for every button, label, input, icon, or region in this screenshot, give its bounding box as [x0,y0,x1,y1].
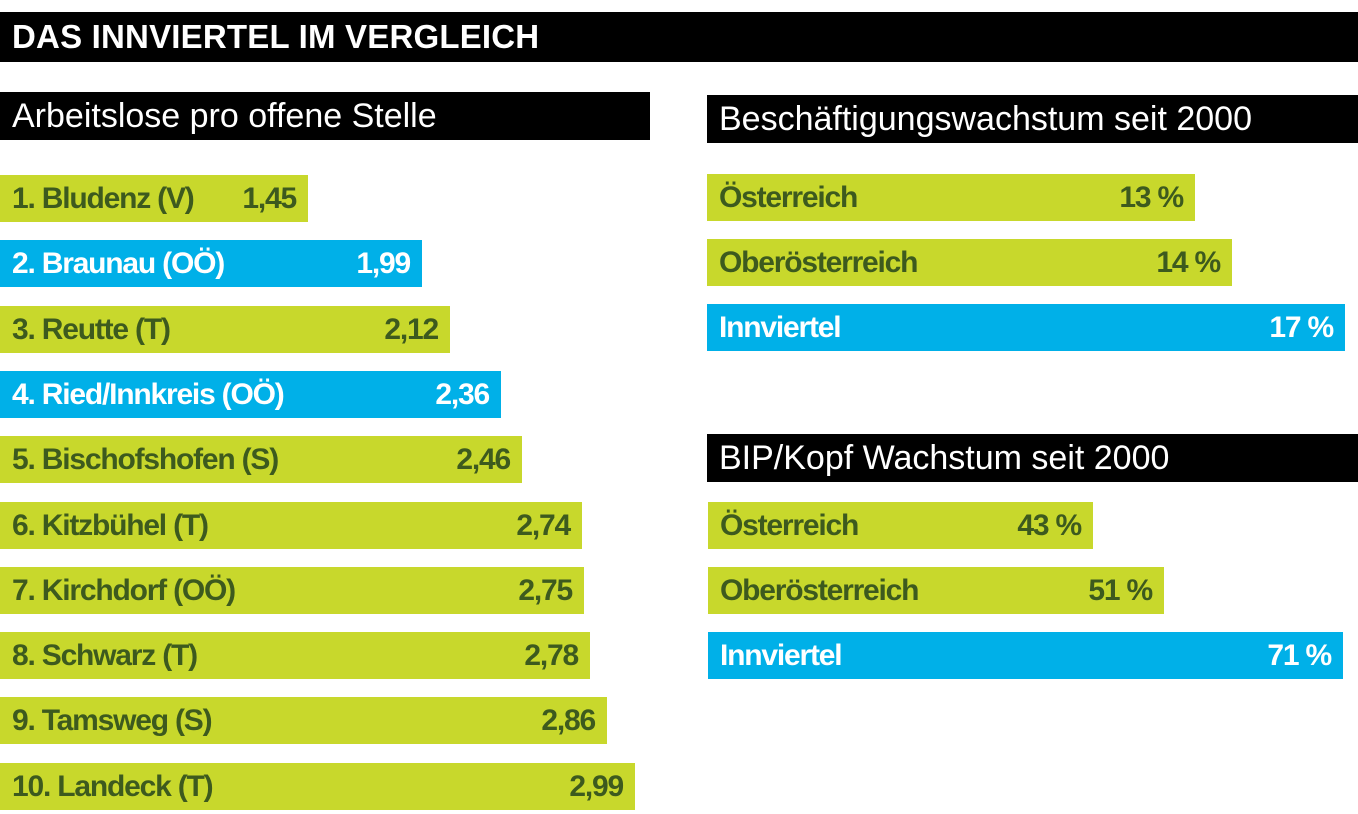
bar-label: 5. Bischofshofen (S) [12,443,279,476]
bar-label: Innviertel [719,311,842,344]
bar-value-label: 17 % [1269,311,1334,344]
chart-title-gdp-growth: BIP/Kopf Wachstum seit 2000 [707,434,1358,482]
bar-value-label: 14 % [1156,246,1221,279]
bar-label: 10. Landeck (T) [12,770,214,803]
bar-label: Österreich [719,181,858,214]
bar-2-0: Österreich 43 % [708,502,1093,549]
bar-0-4: 5. Bischofshofen (S) 2,46 [0,436,522,483]
bar-value-label: 2,78 [524,639,579,672]
bar-1-1: Oberösterreich 14 % [707,239,1232,286]
bar-0-6: 7. Kirchdorf (OÖ) 2,75 [0,567,584,614]
bar-label: 3. Reutte (T) [12,313,171,346]
chart-title-employment-growth: Beschäftigungswachstum seit 2000 [707,95,1358,143]
bar-value-label: 2,75 [518,574,573,607]
main-title: DAS INNVIERTEL IM VERGLEICH [0,12,1358,62]
bar-label: Österreich [720,509,859,542]
bar-label: 9. Tamsweg (S) [12,704,213,737]
bar-label: 6. Kitzbühel (T) [12,509,209,542]
bar-value-label: 13 % [1119,181,1184,214]
bar-label: 8. Schwarz (T) [12,639,198,672]
bar-2-2: Innviertel 71 % [708,632,1343,679]
bar-label: Innviertel [720,639,843,672]
bar-value-label: 2,46 [456,443,511,476]
bar-value-label: 43 % [1017,509,1082,542]
bar-value-label: 1,99 [356,247,411,280]
bar-value-label: 2,99 [569,770,624,803]
bar-value-label: 2,86 [541,704,596,737]
bar-value-label: 2,12 [384,313,439,346]
bar-value-label: 51 % [1088,574,1153,607]
chart-title-unemployed-per-vacancy: Arbeitslose pro offene Stelle [0,92,650,140]
bar-0-1: 2. Braunau (OÖ) 1,99 [0,240,422,287]
bar-0-3: 4. Ried/Innkreis (OÖ) 2,36 [0,371,501,418]
bar-1-2: Innviertel 17 % [707,304,1345,351]
bar-2-1: Oberösterreich 51 % [708,567,1164,614]
bar-0-9: 10. Landeck (T) 2,99 [0,763,635,810]
bar-0-0: 1. Bludenz (V) 1,45 [0,175,308,222]
bar-value-label: 1,45 [242,182,297,215]
bar-0-5: 6. Kitzbühel (T) 2,74 [0,502,582,549]
bar-label: Oberösterreich [720,574,919,607]
bar-label: 4. Ried/Innkreis (OÖ) [12,378,285,411]
bar-0-2: 3. Reutte (T) 2,12 [0,306,450,353]
bar-0-8: 9. Tamsweg (S) 2,86 [0,697,607,744]
bar-label: 1. Bludenz (V) [12,182,195,215]
bar-value-label: 2,36 [435,378,490,411]
bar-label: Oberösterreich [719,246,918,279]
bar-value-label: 2,74 [516,509,571,542]
bar-label: 2. Braunau (OÖ) [12,247,225,280]
bar-0-7: 8. Schwarz (T) 2,78 [0,632,590,679]
bar-1-0: Österreich 13 % [707,174,1195,221]
bar-label: 7. Kirchdorf (OÖ) [12,574,236,607]
bar-value-label: 71 % [1267,639,1332,672]
